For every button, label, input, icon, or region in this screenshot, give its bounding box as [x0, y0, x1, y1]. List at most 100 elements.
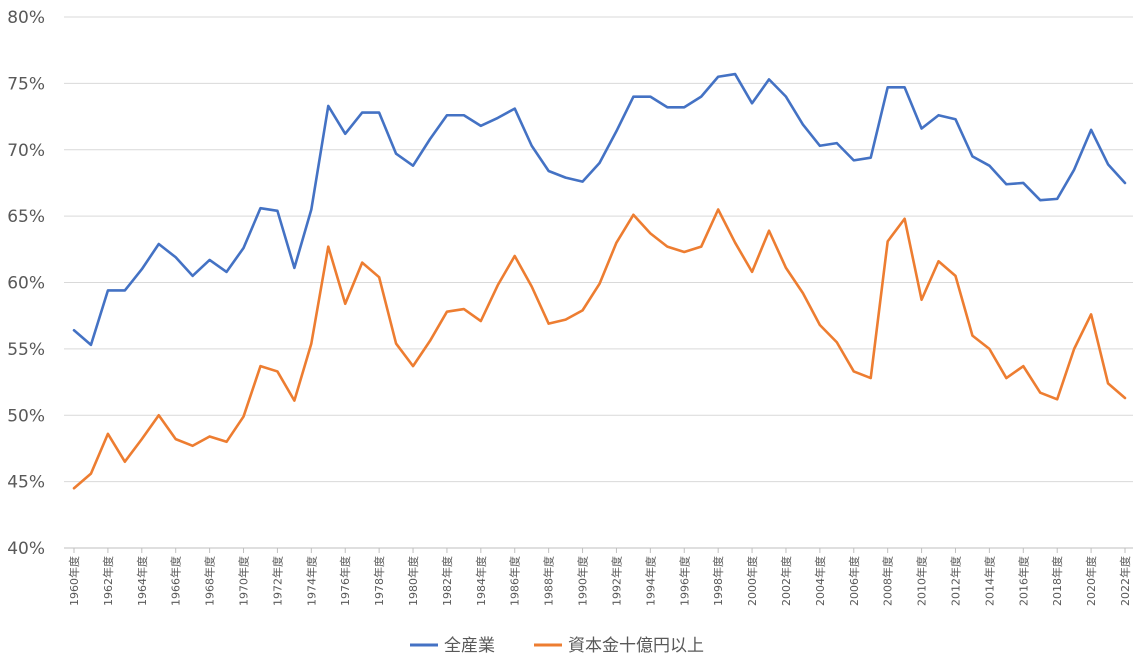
data-point: [784, 95, 788, 99]
y-tick-label: 40%: [7, 539, 45, 559]
data-point: [513, 254, 517, 258]
data-point: [530, 284, 534, 288]
data-point: [835, 141, 839, 145]
data-point: [1072, 347, 1076, 351]
x-tick-label: 1982年度: [440, 556, 454, 606]
x-tick-label: 1994年度: [643, 556, 657, 606]
data-point: [869, 156, 873, 160]
data-point: [1021, 364, 1025, 368]
data-point: [411, 164, 415, 168]
data-point: [258, 364, 262, 368]
data-point: [292, 399, 296, 403]
data-point: [886, 85, 890, 89]
x-tick-label: 2002年度: [779, 556, 793, 606]
x-tick-label: 2008年度: [881, 556, 895, 606]
data-point: [377, 275, 381, 279]
y-tick-label: 80%: [7, 8, 45, 28]
data-point: [208, 434, 212, 438]
data-point: [513, 107, 517, 111]
data-point: [750, 270, 754, 274]
y-tick-label: 60%: [7, 274, 45, 294]
data-point: [987, 347, 991, 351]
data-point: [242, 246, 246, 250]
data-point: [1106, 162, 1110, 166]
data-point: [1123, 181, 1127, 185]
data-point: [1038, 198, 1042, 202]
data-point: [191, 444, 195, 448]
data-point: [733, 241, 737, 245]
data-point: [530, 144, 534, 148]
data-point: [716, 75, 720, 79]
data-point: [733, 72, 737, 76]
data-point: [326, 104, 330, 108]
data-point: [648, 231, 652, 235]
data-point: [394, 342, 398, 346]
y-tick-label: 65%: [7, 207, 45, 227]
x-tick-label: 1972年度: [270, 556, 284, 606]
data-point: [89, 472, 93, 476]
x-tick-label: 1966年度: [169, 556, 183, 606]
data-point: [818, 144, 822, 148]
data-point: [699, 95, 703, 99]
data-point: [818, 323, 822, 327]
x-tick-label: 2006年度: [847, 556, 861, 606]
series-layer: [72, 72, 1127, 490]
x-tick-label: 1962年度: [101, 556, 115, 606]
data-point: [1089, 128, 1093, 132]
data-point: [140, 267, 144, 271]
data-point: [852, 158, 856, 162]
data-point: [106, 288, 110, 292]
data-point: [275, 369, 279, 373]
data-point: [564, 176, 568, 180]
data-point: [547, 322, 551, 326]
data-point: [445, 310, 449, 314]
data-point: [140, 437, 144, 441]
x-tick-label: 2010年度: [915, 556, 929, 606]
data-point: [614, 241, 618, 245]
data-point: [479, 124, 483, 128]
data-point: [1055, 197, 1059, 201]
data-point: [157, 242, 161, 246]
x-tick-label: 1970年度: [237, 556, 251, 606]
data-point: [767, 77, 771, 81]
data-point: [581, 180, 585, 184]
data-point: [360, 111, 364, 115]
x-tick-label: 1968年度: [203, 556, 217, 606]
data-point: [1038, 391, 1042, 395]
data-point: [106, 432, 110, 436]
data-point: [970, 334, 974, 338]
x-tick-label: 2018年度: [1050, 556, 1064, 606]
data-point: [174, 255, 178, 259]
data-point: [903, 85, 907, 89]
data-point: [462, 113, 466, 117]
data-point: [191, 274, 195, 278]
data-point: [72, 486, 76, 490]
data-point: [835, 340, 839, 344]
x-tick-label: 1996年度: [677, 556, 691, 606]
data-point: [547, 169, 551, 173]
x-tick-label: 1990年度: [576, 556, 590, 606]
x-tick-label: 1988年度: [542, 556, 556, 606]
x-tick-label: 1986年度: [508, 556, 522, 606]
data-point: [564, 318, 568, 322]
data-point: [631, 213, 635, 217]
x-tick-label: 1960年度: [67, 556, 81, 606]
data-point: [123, 460, 127, 464]
x-tick-label: 2000年度: [745, 556, 759, 606]
data-point: [920, 127, 924, 131]
data-point: [225, 270, 229, 274]
data-point: [852, 369, 856, 373]
data-point: [801, 123, 805, 127]
data-point: [174, 437, 178, 441]
data-point: [258, 206, 262, 210]
data-point: [242, 415, 246, 419]
y-tick-label: 50%: [7, 406, 45, 426]
series-line-1: [72, 208, 1127, 490]
data-point: [343, 302, 347, 306]
data-point: [428, 339, 432, 343]
data-point: [275, 209, 279, 213]
data-point: [326, 245, 330, 249]
data-point: [631, 95, 635, 99]
data-point: [903, 217, 907, 221]
